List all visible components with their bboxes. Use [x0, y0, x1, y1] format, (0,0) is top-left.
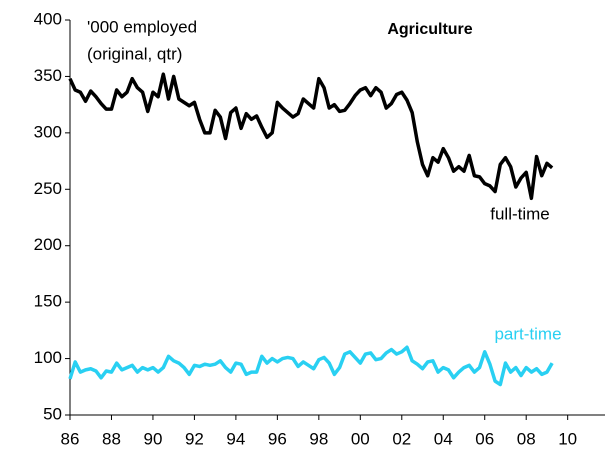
x-tick-label: 08	[517, 429, 536, 448]
y-tick-label: 50	[43, 404, 62, 423]
x-tick-label: 06	[475, 429, 494, 448]
annotation: (original, qtr)	[87, 44, 182, 63]
x-tick-label: 90	[143, 429, 162, 448]
chart-title: Agriculture	[387, 21, 472, 38]
y-tick-label: 250	[34, 179, 62, 198]
x-tick-label: 98	[309, 429, 328, 448]
x-tick-label: 94	[226, 429, 245, 448]
y-tick-label: 150	[34, 292, 62, 311]
y-tick-label: 200	[34, 235, 62, 254]
annotation: '000 employed	[87, 17, 197, 36]
y-tick-label: 100	[34, 348, 62, 367]
x-tick-label: 10	[558, 429, 577, 448]
y-tick-label: 400	[34, 9, 62, 28]
series-label: part-time	[494, 324, 561, 343]
x-tick-label: 88	[102, 429, 121, 448]
x-tick-label: 04	[434, 429, 453, 448]
x-tick-label: 92	[185, 429, 204, 448]
x-tick-label: 86	[61, 429, 80, 448]
line	[68, 345, 554, 387]
x-tick-label: 02	[392, 429, 411, 448]
x-tick-label: 00	[351, 429, 370, 448]
y-tick-label: 350	[34, 66, 62, 85]
series-label: full-time	[490, 204, 550, 223]
line	[68, 72, 554, 201]
y-tick-label: 300	[34, 122, 62, 141]
x-tick-label: 96	[268, 429, 287, 448]
